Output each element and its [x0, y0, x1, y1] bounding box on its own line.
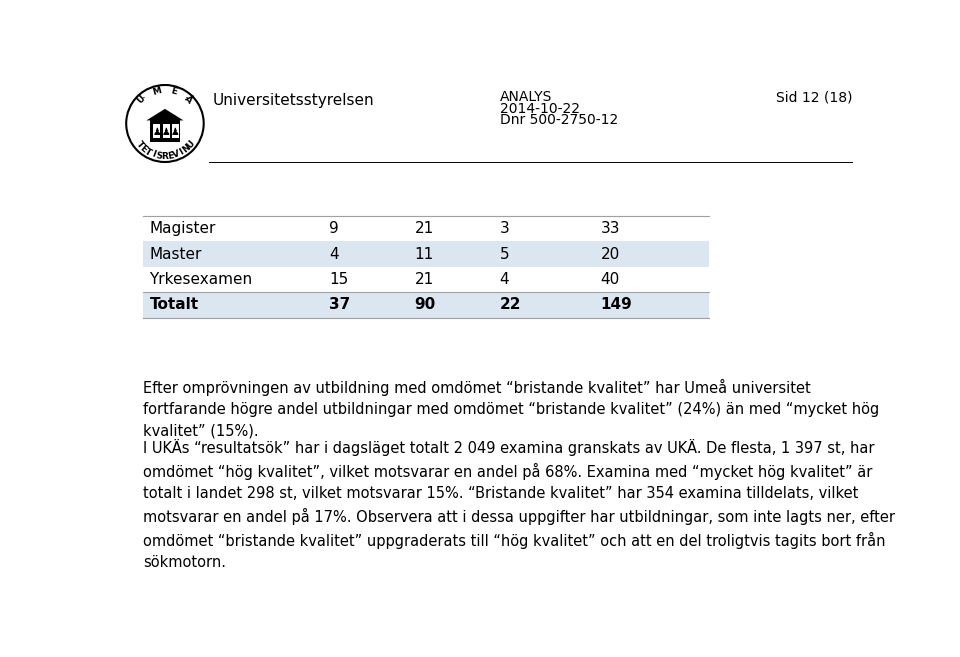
Text: E: E [167, 151, 175, 161]
Text: S: S [156, 151, 163, 161]
Text: 15: 15 [329, 272, 348, 287]
Text: ♟: ♟ [171, 127, 180, 137]
Text: 40: 40 [601, 272, 620, 287]
Text: Yrkesexamen: Yrkesexamen [150, 272, 252, 287]
Text: 149: 149 [601, 298, 633, 312]
Text: 9: 9 [329, 221, 339, 236]
Text: 33: 33 [601, 221, 620, 236]
Text: ·: · [184, 91, 188, 104]
Bar [172, 124, 179, 138]
Text: I: I [178, 147, 185, 157]
Text: 20: 20 [601, 246, 620, 261]
Text: T: T [134, 139, 145, 150]
Text: N: N [180, 143, 192, 155]
Text: 22: 22 [500, 298, 521, 312]
Text: 21: 21 [415, 272, 434, 287]
Text: 3: 3 [500, 221, 510, 236]
Text: Master: Master [150, 246, 202, 261]
Text: 4: 4 [329, 246, 339, 261]
Text: Totalt: Totalt [150, 298, 199, 312]
Text: V: V [172, 149, 181, 160]
Text: Universitetsstyrelsen: Universitetsstyrelsen [213, 93, 374, 108]
Bar [162, 124, 170, 138]
Text: E: E [170, 86, 178, 97]
Text: 37: 37 [329, 298, 350, 312]
Text: Magister: Magister [150, 221, 216, 236]
Text: I: I [151, 150, 156, 160]
Bar [143, 216, 709, 241]
Text: M: M [151, 86, 162, 97]
Text: ♟: ♟ [153, 127, 161, 137]
Bar [154, 124, 160, 138]
Text: 11: 11 [415, 246, 434, 261]
Text: U: U [184, 139, 196, 150]
Text: Efter omprövningen av utbildning med omdömet “bristande kvalitet” har Umeå unive: Efter omprövningen av utbildning med omd… [143, 379, 879, 438]
Text: 2014-10-22: 2014-10-22 [500, 102, 580, 116]
Text: Sid 12 (18): Sid 12 (18) [776, 91, 852, 104]
Bar [150, 120, 180, 142]
Text: ♟: ♟ [161, 127, 171, 137]
Bar [143, 267, 709, 292]
Text: 21: 21 [415, 221, 434, 236]
Text: 5: 5 [500, 246, 510, 261]
Text: ANALYS: ANALYS [500, 91, 552, 104]
Text: ·: · [141, 91, 146, 104]
Text: 90: 90 [415, 298, 436, 312]
Bar [143, 292, 709, 317]
Text: 4: 4 [500, 272, 510, 287]
Text: U: U [135, 95, 147, 106]
Text: E: E [138, 143, 149, 154]
Text: T: T [143, 147, 154, 158]
Text: Å: Å [182, 95, 194, 106]
Bar [143, 241, 709, 267]
Text: Dnr 500-2750-12: Dnr 500-2750-12 [500, 114, 618, 127]
Polygon shape [146, 109, 183, 120]
Text: R: R [161, 152, 168, 161]
Text: I UKÄs “resultatsök” har i dagsläget totalt 2 049 examina granskats av UKÄ. De f: I UKÄs “resultatsök” har i dagsläget tot… [143, 439, 896, 570]
